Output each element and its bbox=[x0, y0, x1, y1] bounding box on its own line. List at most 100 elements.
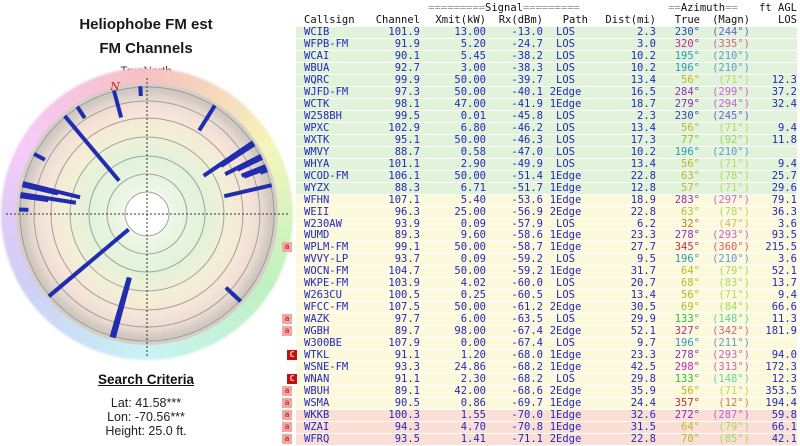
callsign-link[interactable]: WCTK bbox=[304, 97, 330, 110]
rx-dbm-cell: -61.2 bbox=[511, 301, 543, 314]
callsign-link[interactable]: WCIB bbox=[304, 26, 330, 38]
station-row: WVVY-LP 93.7 0.09 -59.2 LOS 9.5 196° (210°) 3.6 bbox=[296, 253, 797, 267]
callsign-link[interactable]: WZAI bbox=[304, 420, 330, 433]
callsign-link[interactable]: WOCN-FM bbox=[304, 265, 349, 278]
rx-dbm-cell: -59.2 bbox=[511, 253, 543, 266]
path-cell: LOS bbox=[556, 289, 575, 302]
col-magnetic-azimuth: (Magn) bbox=[712, 14, 750, 26]
col-callsign: Callsign bbox=[304, 14, 355, 26]
col-channel: Channel bbox=[375, 14, 420, 26]
rx-dbm-cell: -58.7 bbox=[511, 241, 543, 254]
callsign-link[interactable]: W258BH bbox=[304, 109, 342, 122]
callsign-link[interactable]: WAZK bbox=[304, 313, 330, 326]
signal-bar bbox=[21, 183, 59, 196]
station-row: WOCN-FM 104.7 50.00 -59.2 1Edge 31.7 64° (79°) 5… bbox=[296, 265, 797, 279]
callsign-link[interactable]: WNAN bbox=[304, 373, 330, 386]
col-true-azimuth: True bbox=[674, 14, 700, 26]
path-cell: 2Edge bbox=[549, 205, 582, 218]
xmit-kw-cell: 98.00 bbox=[454, 325, 486, 338]
callsign-link[interactable]: WCOD-FM bbox=[304, 169, 349, 182]
channel-cell: 99.9 bbox=[394, 73, 420, 86]
callsign-link[interactable]: WUMD bbox=[304, 229, 330, 242]
ft-agl-cell bbox=[750, 147, 797, 158]
signal-group-header: =========Signal========= bbox=[428, 2, 580, 14]
callsign-link[interactable]: WBUH bbox=[304, 385, 330, 398]
station-row: a WGBH 89.7 98.00 -67.4 2Edge 52.1 327° (342°) 18… bbox=[282, 325, 797, 339]
ft-agl-cell: 3.6 bbox=[778, 217, 797, 230]
callsign-link[interactable]: WSMA bbox=[304, 397, 330, 410]
channel-cell: 97.7 bbox=[394, 313, 420, 326]
station-row: WQRC 99.9 50.00 -39.7 LOS 13.4 56° (71°) 12.3 bbox=[296, 75, 797, 87]
magnetic-azimuth-cell: (83°) bbox=[718, 277, 750, 290]
adjacent-channel-marker: a bbox=[282, 433, 292, 444]
dist-mi-cell: 3.0 bbox=[637, 37, 656, 50]
xmit-kw-cell: 9.60 bbox=[460, 229, 486, 242]
signal-bar bbox=[75, 105, 87, 120]
path-cell: 1Edge bbox=[549, 193, 582, 206]
callsign-link[interactable]: WEII bbox=[304, 205, 330, 218]
channel-cell: 93.5 bbox=[394, 432, 420, 445]
dist-mi-cell: 12.8 bbox=[630, 181, 656, 194]
callsign-link[interactable]: WFRQ bbox=[304, 432, 330, 445]
path-cell: 1Edge bbox=[549, 397, 582, 410]
rx-dbm-cell: -45.8 bbox=[511, 109, 543, 122]
true-azimuth-cell: 133° bbox=[674, 373, 700, 386]
channel-cell: 93.3 bbox=[394, 361, 420, 374]
dist-mi-cell: 52.1 bbox=[630, 325, 656, 338]
callsign-link[interactable]: WSNE-FM bbox=[304, 361, 349, 374]
callsign-link[interactable]: WXTK bbox=[304, 133, 330, 146]
callsign-link[interactable]: WBUA bbox=[304, 61, 330, 74]
callsign-link[interactable]: WFHN bbox=[304, 193, 330, 206]
magnetic-azimuth-cell: (335°) bbox=[712, 37, 750, 50]
rx-dbm-cell: -53.6 bbox=[511, 193, 543, 206]
magnetic-azimuth-cell: (211°) bbox=[712, 337, 750, 350]
callsign-link[interactable]: WKKB bbox=[304, 409, 330, 421]
dist-mi-cell: 6.2 bbox=[637, 217, 656, 230]
true-azimuth-cell: 196° bbox=[674, 337, 700, 350]
callsign-link[interactable]: WQRC bbox=[304, 73, 330, 86]
magnetic-azimuth-cell: (297°) bbox=[712, 193, 750, 206]
xmit-kw-cell: 5.40 bbox=[460, 193, 486, 206]
callsign-link[interactable]: WCAI bbox=[304, 49, 330, 62]
magnetic-azimuth-cell: (71°) bbox=[718, 157, 750, 170]
path-cell: 1Edge bbox=[549, 169, 582, 182]
rx-dbm-cell: -49.9 bbox=[511, 157, 543, 170]
callsign-link[interactable]: WKPE-FM bbox=[304, 277, 349, 290]
xmit-kw-cell: 0.01 bbox=[460, 109, 486, 122]
callsign-link[interactable]: WHYA bbox=[304, 157, 330, 170]
true-azimuth-cell: 278° bbox=[674, 229, 700, 242]
callsign-link[interactable]: W263CU bbox=[304, 289, 342, 302]
callsign-link[interactable]: WVVY-LP bbox=[304, 253, 349, 266]
signal-bar bbox=[259, 168, 268, 175]
true-azimuth-cell: 56° bbox=[681, 385, 700, 398]
path-cell: LOS bbox=[556, 61, 575, 74]
callsign-link[interactable]: WGBH bbox=[304, 325, 330, 338]
col-dist: Dist(mi) bbox=[605, 14, 656, 26]
callsign-link[interactable]: WPLM-FM bbox=[304, 241, 349, 254]
callsign-link[interactable]: WPXC bbox=[304, 121, 330, 134]
rx-dbm-cell: -68.6 bbox=[511, 385, 543, 398]
xmit-kw-cell: 50.00 bbox=[454, 169, 486, 182]
true-azimuth-cell: 63° bbox=[681, 169, 700, 182]
rx-dbm-cell: -51.4 bbox=[511, 169, 543, 182]
callsign-link[interactable]: WFCC-FM bbox=[304, 301, 349, 314]
ft-agl-cell: 172.3 bbox=[765, 361, 797, 374]
col-los: LOS bbox=[778, 14, 797, 26]
magnetic-azimuth-cell: (294°) bbox=[712, 97, 750, 110]
path-cell: LOS bbox=[556, 49, 575, 62]
ft-agl-cell: 66.6 bbox=[771, 301, 797, 314]
callsign-link[interactable]: WTKL bbox=[304, 349, 330, 362]
path-cell: LOS bbox=[556, 37, 575, 50]
azimuth-group-header: ==Azimuth== bbox=[668, 2, 738, 14]
dist-mi-cell: 18.7 bbox=[630, 97, 656, 110]
ft-agl-cell: 36.3 bbox=[771, 205, 797, 218]
callsign-link[interactable]: WJFD-FM bbox=[304, 85, 349, 98]
callsign-link[interactable]: WMVY bbox=[304, 145, 330, 158]
callsign-link[interactable]: W300BE bbox=[304, 337, 342, 350]
callsign-link[interactable]: WFPB-FM bbox=[304, 37, 349, 50]
ft-agl-cell: 9.4 bbox=[778, 121, 797, 134]
callsign-link[interactable]: WYZX bbox=[304, 181, 330, 194]
callsign-link[interactable]: W230AW bbox=[304, 217, 342, 230]
dist-mi-cell: 13.4 bbox=[630, 289, 656, 302]
path-cell: LOS bbox=[556, 373, 575, 386]
